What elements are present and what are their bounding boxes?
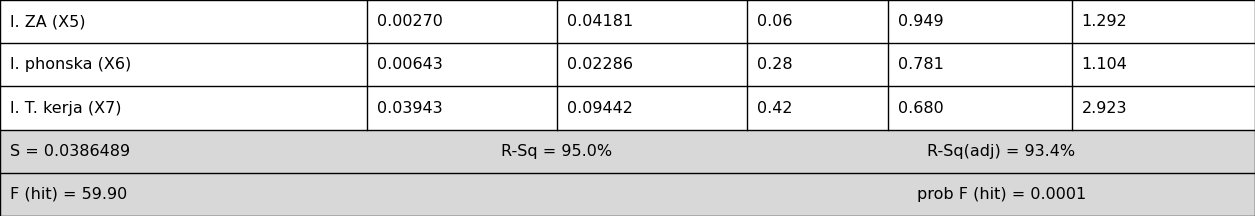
Text: S = 0.0386489: S = 0.0386489 (10, 144, 131, 159)
Text: 2.923: 2.923 (1082, 100, 1127, 116)
Text: 0.42: 0.42 (758, 100, 793, 116)
Bar (0, 173, 1255, 216)
Text: 0.02286: 0.02286 (567, 57, 633, 72)
Text: R-Sq = 95.0%: R-Sq = 95.0% (502, 144, 612, 159)
Text: l. phonska (X6): l. phonska (X6) (10, 57, 132, 72)
Text: 0.949: 0.949 (899, 14, 944, 29)
Bar (0, 86, 1255, 130)
Text: l. ZA (X5): l. ZA (X5) (10, 14, 85, 29)
Text: 0.28: 0.28 (758, 57, 793, 72)
Text: 0.06: 0.06 (758, 14, 793, 29)
Text: 0.04181: 0.04181 (567, 14, 634, 29)
Text: R-Sq(adj) = 93.4%: R-Sq(adj) = 93.4% (927, 144, 1076, 159)
Text: l. T. kerja (X7): l. T. kerja (X7) (10, 100, 122, 116)
Text: 0.00643: 0.00643 (376, 57, 443, 72)
Bar (0, 0, 1255, 43)
Text: 0.00270: 0.00270 (376, 14, 443, 29)
Text: F (hit) = 59.90: F (hit) = 59.90 (10, 187, 127, 202)
Text: 0.781: 0.781 (899, 57, 944, 72)
Bar (0, 130, 1255, 173)
Text: 0.09442: 0.09442 (567, 100, 633, 116)
Text: prob F (hit) = 0.0001: prob F (hit) = 0.0001 (916, 187, 1086, 202)
Text: 0.680: 0.680 (899, 100, 944, 116)
Text: 1.104: 1.104 (1082, 57, 1127, 72)
Text: 1.292: 1.292 (1082, 14, 1127, 29)
Text: 0.03943: 0.03943 (376, 100, 442, 116)
Bar (0, 43, 1255, 86)
